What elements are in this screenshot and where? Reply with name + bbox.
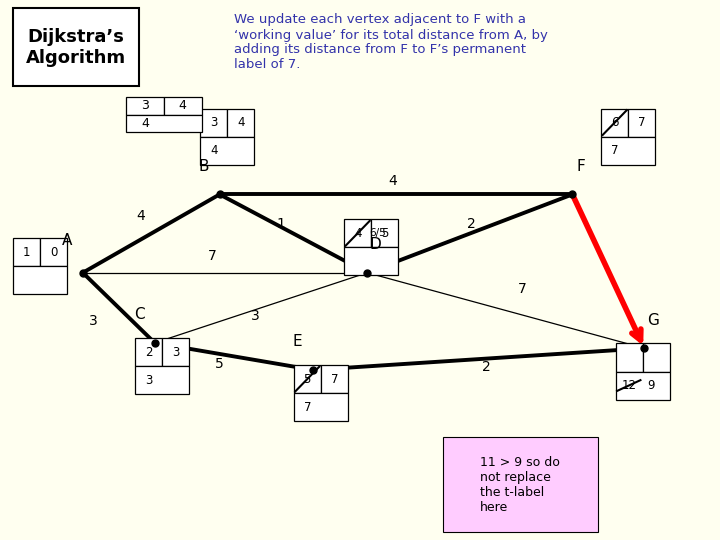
Bar xyxy=(13,266,67,294)
Text: 5: 5 xyxy=(304,373,311,386)
Text: 5: 5 xyxy=(381,227,388,240)
Text: 3: 3 xyxy=(172,346,179,359)
Bar xyxy=(616,372,670,400)
Text: 4: 4 xyxy=(237,116,244,129)
Bar xyxy=(163,97,202,115)
Text: 0: 0 xyxy=(50,246,57,259)
Text: 3: 3 xyxy=(145,374,153,387)
Text: 7: 7 xyxy=(611,144,618,157)
Text: 7: 7 xyxy=(638,116,645,129)
Bar xyxy=(135,338,163,366)
Text: 3: 3 xyxy=(141,99,149,112)
Bar xyxy=(163,338,189,366)
Bar xyxy=(294,365,321,393)
Bar xyxy=(126,115,202,132)
Text: 9: 9 xyxy=(647,379,654,392)
Bar xyxy=(628,109,655,137)
Text: 5: 5 xyxy=(215,357,224,372)
Text: 4: 4 xyxy=(210,144,217,157)
Text: We update each vertex adjacent to F with a
‘working value’ for its total distanc: We update each vertex adjacent to F with… xyxy=(234,14,548,71)
Text: 2: 2 xyxy=(145,346,153,359)
Bar xyxy=(601,137,655,165)
Text: 2: 2 xyxy=(482,360,490,374)
Bar xyxy=(13,8,139,86)
Bar xyxy=(135,366,189,394)
Text: C: C xyxy=(134,307,144,322)
Text: G: G xyxy=(647,313,659,328)
Bar xyxy=(643,343,670,372)
Text: D: D xyxy=(370,237,382,252)
Text: 4: 4 xyxy=(136,209,145,223)
Text: E: E xyxy=(292,334,302,349)
Text: 4: 4 xyxy=(179,99,186,112)
Bar xyxy=(601,109,628,137)
Text: 7: 7 xyxy=(304,401,311,414)
Bar xyxy=(200,137,254,165)
Bar xyxy=(443,437,598,532)
Text: 11 > 9 so do
not replace
the t-label
here: 11 > 9 so do not replace the t-label her… xyxy=(480,456,560,514)
Bar xyxy=(344,219,372,247)
Text: 4: 4 xyxy=(388,174,397,188)
Text: A: A xyxy=(62,233,72,248)
Text: 7: 7 xyxy=(518,282,526,296)
Text: 1: 1 xyxy=(23,246,30,259)
Text: 3: 3 xyxy=(251,309,260,323)
Text: 1: 1 xyxy=(276,217,285,231)
Text: 6/5: 6/5 xyxy=(369,228,386,238)
Text: 6: 6 xyxy=(611,116,618,129)
Bar xyxy=(616,343,643,372)
Bar xyxy=(372,219,398,247)
Text: 4: 4 xyxy=(141,117,149,130)
Text: F: F xyxy=(577,159,585,174)
Bar xyxy=(228,109,254,137)
Bar xyxy=(344,247,398,275)
Text: 12: 12 xyxy=(621,379,636,392)
Text: 7: 7 xyxy=(208,249,217,264)
Bar xyxy=(200,109,228,137)
Bar xyxy=(40,238,67,266)
Text: 3: 3 xyxy=(89,314,98,328)
Text: 7: 7 xyxy=(330,373,338,386)
Text: 4: 4 xyxy=(354,227,361,240)
Text: 3: 3 xyxy=(210,116,217,129)
Bar xyxy=(126,97,163,115)
Bar xyxy=(13,238,40,266)
Bar xyxy=(294,393,348,421)
Text: 2: 2 xyxy=(467,217,476,231)
Bar xyxy=(321,365,348,393)
Text: B: B xyxy=(199,159,209,174)
Text: Dijkstra’s
Algorithm: Dijkstra’s Algorithm xyxy=(26,28,126,66)
